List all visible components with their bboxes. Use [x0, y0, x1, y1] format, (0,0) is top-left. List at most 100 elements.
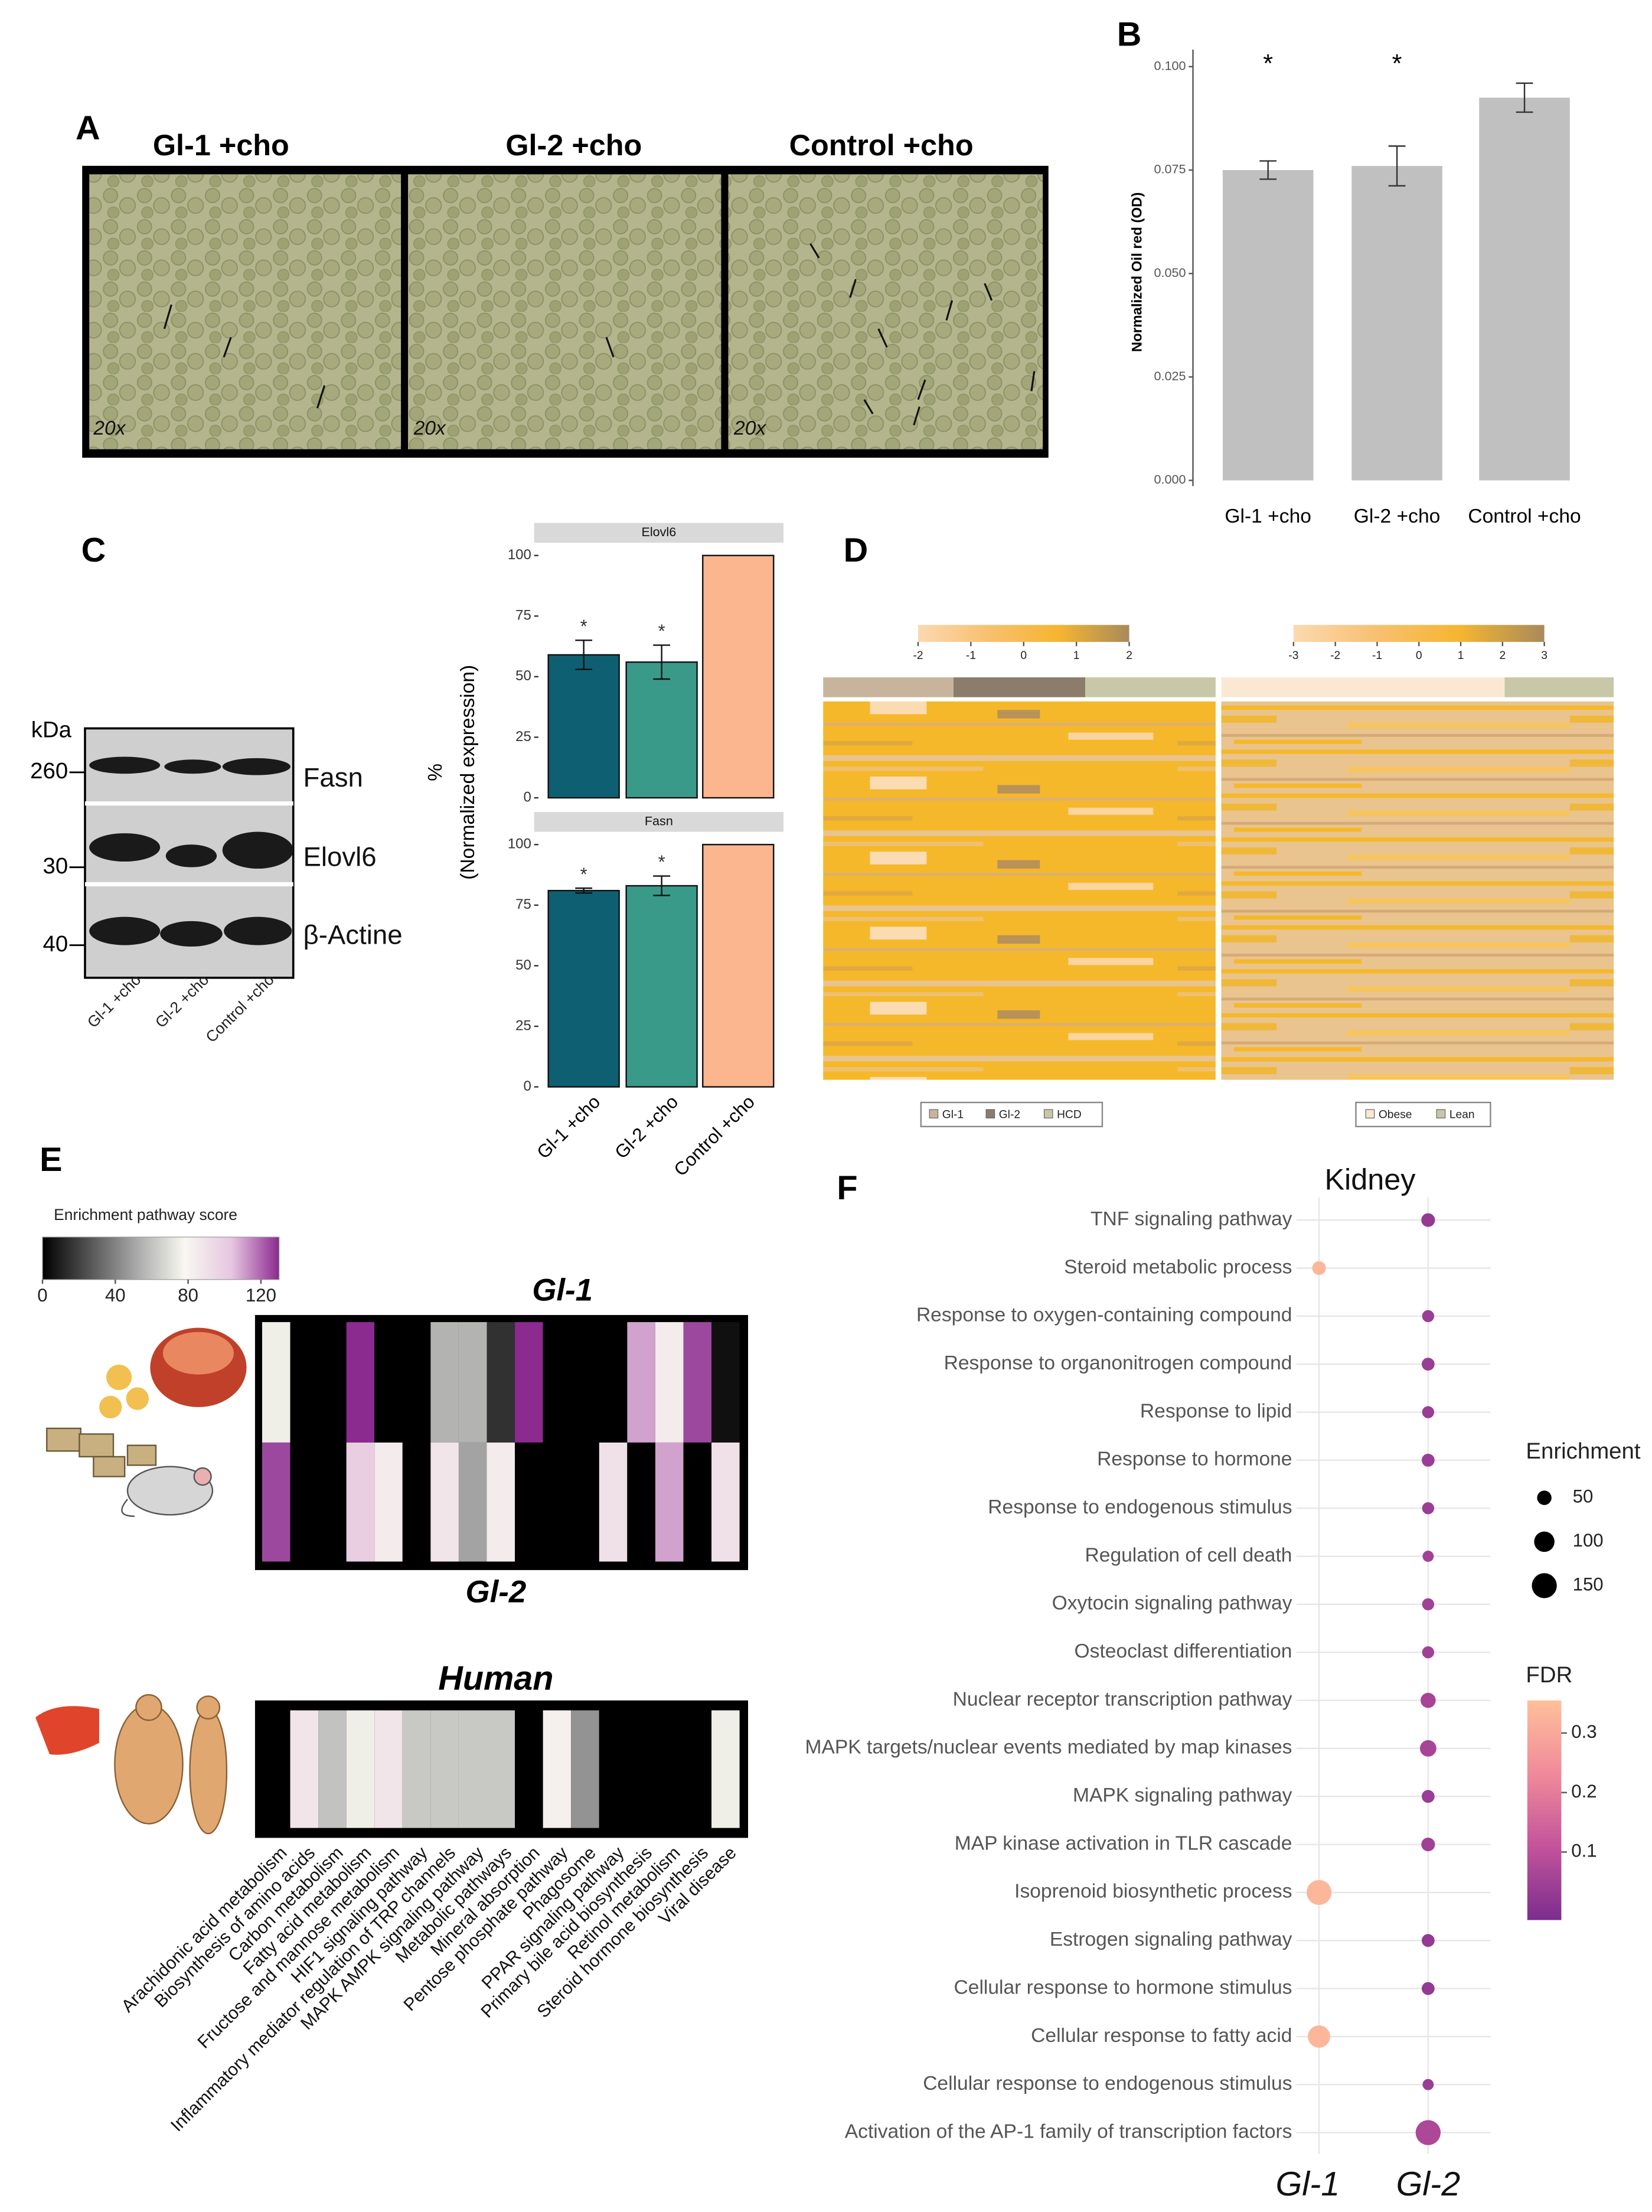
pathway-label: Oxytocin signaling pathway	[1052, 1593, 1292, 1614]
dot	[1422, 1551, 1434, 1562]
annotation-bar	[823, 677, 954, 697]
dot	[1306, 1880, 1332, 1906]
dot	[1421, 1837, 1435, 1852]
panel-label: C	[81, 531, 106, 569]
heatmap-cell	[262, 1322, 290, 1443]
dot	[1421, 1213, 1435, 1227]
heatmap-cell	[487, 1322, 515, 1443]
colorbar-tick-label: -2	[1330, 650, 1340, 662]
heatmap-cell	[318, 1322, 347, 1443]
heatmap-cell	[655, 1442, 684, 1562]
dot	[1419, 1740, 1436, 1757]
blot-bands	[89, 756, 293, 947]
bar	[1479, 97, 1570, 481]
arrows	[163, 243, 1036, 426]
dot	[1421, 1982, 1435, 1995]
heatmap-cell	[515, 1322, 543, 1443]
legend-dot	[1534, 1531, 1555, 1552]
heatmap-cell	[290, 1710, 319, 1828]
dot	[1308, 2025, 1331, 2048]
bar	[702, 844, 775, 1088]
facet-strip	[534, 812, 784, 832]
significance: *	[580, 864, 587, 885]
colorbar-tick-label: 0.3	[1571, 1721, 1597, 1742]
heatmap-cell	[571, 1322, 599, 1443]
heatmap-cell	[599, 1322, 628, 1443]
dot	[1421, 1453, 1435, 1467]
heatmap-cell	[487, 1442, 515, 1562]
magnification: 20x	[413, 417, 446, 439]
colorbar-tick-label: 0.1	[1571, 1841, 1597, 1861]
row-label: Gl-1	[532, 1273, 593, 1307]
bar	[1222, 170, 1314, 481]
x-tick-label: Gl-2 +cho	[610, 1091, 682, 1163]
blot-band-label: Elovl6	[303, 841, 377, 872]
heatmap-cell	[458, 1442, 487, 1562]
y-tick-label: 0	[524, 789, 531, 805]
heatmap-cell	[655, 1710, 684, 1828]
colorbar-tick-label: 0	[37, 1285, 47, 1306]
y-tick-label: 50	[515, 668, 531, 684]
illustration-mouse	[45, 1327, 247, 1517]
pathway-label: Isoprenoid biosynthetic process	[1014, 1881, 1292, 1903]
legend-label: 100	[1573, 1530, 1604, 1551]
blot-lane-label: Control +cho	[202, 971, 277, 1046]
pathway-label: MAPK targets/nuclear events mediated by …	[805, 1737, 1292, 1758]
heatmap-texture	[1221, 701, 1614, 1080]
dot	[1421, 1692, 1436, 1708]
micrograph	[89, 174, 401, 449]
pathway-label: Response to organonitrogen compound	[944, 1352, 1292, 1374]
heatmap-texture	[823, 701, 1216, 1080]
significance: *	[658, 851, 665, 872]
colorbar-tick-label: -2	[913, 650, 923, 662]
x-tick-label: Gl-1 +cho	[533, 1091, 604, 1163]
heatmap-cell	[515, 1442, 543, 1562]
colorbar-tick-label: -3	[1288, 650, 1298, 662]
dot	[1421, 1934, 1435, 1947]
y-tick-label: 50	[515, 957, 531, 973]
heatmap-cell	[543, 1710, 572, 1828]
chart-title: Kidney	[1324, 1163, 1416, 1196]
error-bar	[575, 640, 593, 670]
heatmap-cell	[318, 1710, 347, 1828]
heatmap-cell	[374, 1322, 403, 1443]
significance: *	[658, 621, 665, 641]
pathway-label: Regulation of cell death	[1085, 1544, 1292, 1566]
row-label: Human	[438, 1659, 553, 1697]
colorbar-tick-label: 80	[178, 1285, 198, 1306]
significance: *	[1263, 50, 1273, 78]
pathway-label: Cellular response to hormone stimulus	[954, 1976, 1292, 1998]
dot	[1421, 1790, 1435, 1803]
x-tick-label: Gl-1 +cho	[1225, 505, 1311, 527]
bar	[547, 654, 620, 799]
dot	[1422, 2079, 1434, 2090]
heatmap-cell	[262, 1710, 290, 1828]
y-axis-label: %	[425, 764, 446, 781]
error-bar	[1516, 82, 1533, 113]
row-label: Gl-2	[466, 1575, 527, 1610]
heatmap-cell	[627, 1710, 655, 1828]
x-tick-label: Gl-1	[1275, 2165, 1340, 2203]
heatmap-cell	[290, 1442, 319, 1562]
legend-dot	[1537, 1490, 1552, 1505]
x-tick-label: Gl-2 +cho	[1354, 505, 1441, 527]
panel-label: A	[76, 109, 100, 147]
y-tick-label: 75	[515, 896, 531, 912]
y-tick-label: 0.025	[1154, 368, 1186, 383]
colorbar-tick-label: 1	[1073, 650, 1080, 662]
y-tick-label: 25	[515, 1017, 531, 1033]
heatmap-cell	[290, 1322, 319, 1443]
pathway-label: TNF signaling pathway	[1091, 1208, 1292, 1230]
dot	[1415, 2120, 1441, 2145]
y-tick-label: 100	[508, 547, 531, 563]
blot-band-label: Fasn	[303, 762, 363, 792]
colorbar-title: Enrichment pathway score	[54, 1206, 237, 1224]
pathway-label: MAP kinase activation in TLR cascade	[955, 1832, 1292, 1854]
bar	[1351, 166, 1442, 481]
legend-swatch	[1436, 1109, 1446, 1118]
dot	[1422, 1406, 1435, 1418]
colorbar	[918, 625, 1129, 642]
error-bar	[575, 887, 593, 894]
facet-title: Fasn	[645, 814, 673, 828]
legend-dot	[1532, 1573, 1557, 1598]
